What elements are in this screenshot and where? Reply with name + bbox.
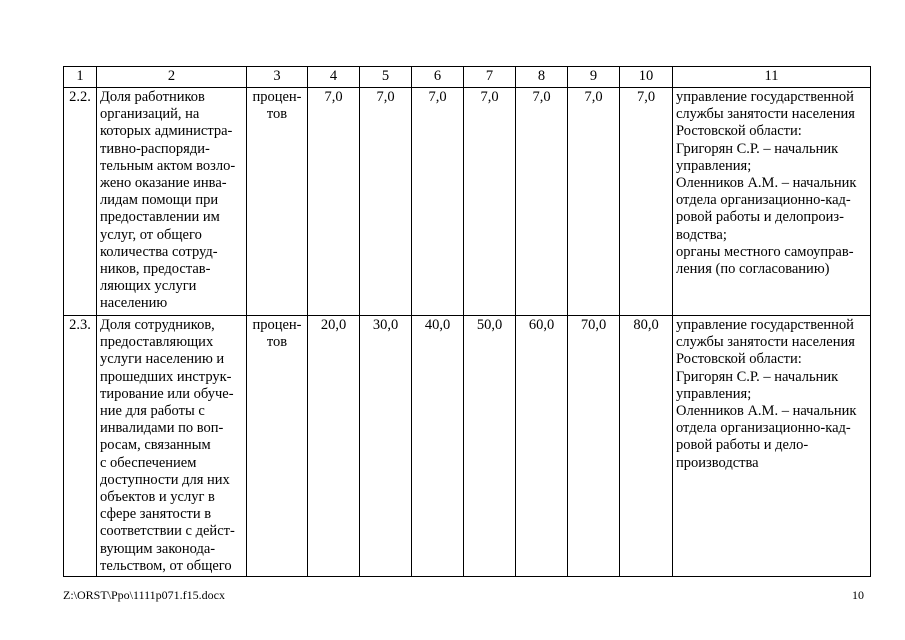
- value-cell: 7,0: [411, 87, 464, 316]
- value-cell: 7,0: [619, 87, 673, 316]
- responsible-cell: управление государственной службы занято…: [672, 314, 871, 578]
- indicator-name-cell: Доля работников организаций, на которых …: [96, 87, 247, 316]
- row-number-cell: 2.2.: [63, 87, 97, 316]
- column-number-7: 7: [463, 66, 516, 88]
- indicators-table: 1 2 3 4 5 6 7 8 9 10 11 2.2. Доля работн…: [63, 66, 871, 578]
- value-cell: 60,0: [515, 314, 568, 578]
- value-cell: 70,0: [567, 314, 620, 578]
- value-cell: 7,0: [307, 87, 360, 316]
- column-number-11: 11: [672, 66, 871, 88]
- column-number-9: 9: [567, 66, 620, 88]
- unit-cell: процен- тов: [246, 314, 308, 578]
- column-number-1: 1: [63, 66, 97, 88]
- table-row-2-3: 2.3. Доля сотрудников, предоставляющих у…: [63, 314, 871, 578]
- table-row-2-2: 2.2. Доля работников организаций, на кот…: [63, 87, 871, 316]
- value-cell: 30,0: [359, 314, 412, 578]
- value-cell: 7,0: [515, 87, 568, 316]
- column-number-10: 10: [619, 66, 673, 88]
- column-number-6: 6: [411, 66, 464, 88]
- value-cell: 20,0: [307, 314, 360, 578]
- responsible-cell: управление государственной службы занято…: [672, 87, 871, 316]
- column-number-2: 2: [96, 66, 247, 88]
- value-cell: 50,0: [463, 314, 516, 578]
- column-number-3: 3: [246, 66, 308, 88]
- value-cell: 7,0: [359, 87, 412, 316]
- value-cell: 7,0: [567, 87, 620, 316]
- value-cell: 40,0: [411, 314, 464, 578]
- unit-cell: процен- тов: [246, 87, 308, 316]
- row-number-cell: 2.3.: [63, 314, 97, 578]
- column-number-4: 4: [307, 66, 360, 88]
- column-number-8: 8: [515, 66, 568, 88]
- page-number: 10: [852, 588, 864, 602]
- indicator-name-cell: Доля сотрудников, предоставляющих услуги…: [96, 314, 247, 578]
- value-cell: 80,0: [619, 314, 673, 578]
- footer-file-path: Z:\ORST\Ppo\1111p071.f15.docx: [63, 588, 225, 602]
- column-number-5: 5: [359, 66, 412, 88]
- value-cell: 7,0: [463, 87, 516, 316]
- column-numbers-row: 1 2 3 4 5 6 7 8 9 10 11: [63, 66, 871, 88]
